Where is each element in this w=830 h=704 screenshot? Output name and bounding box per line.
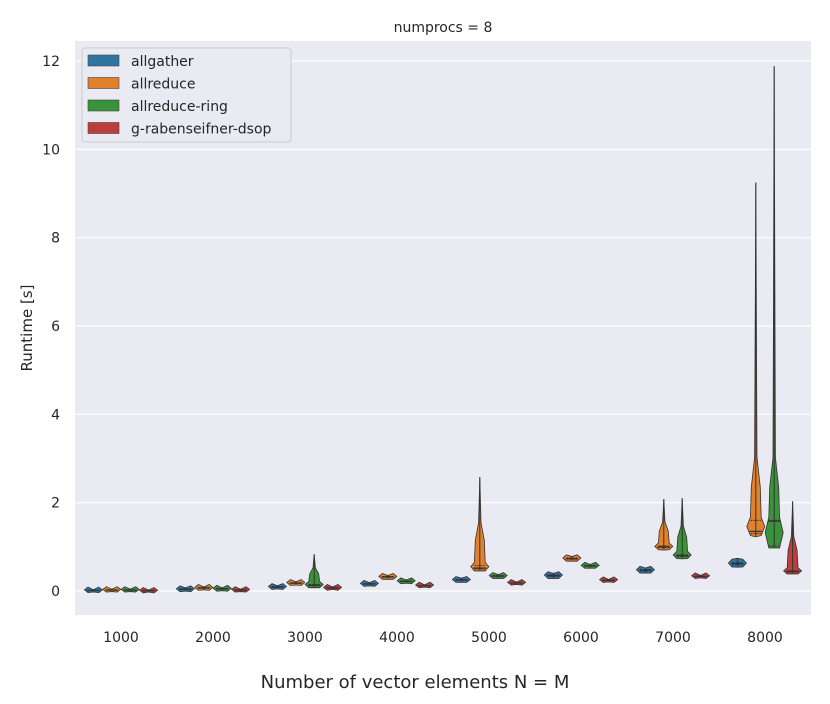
legend-label: allgather: [131, 54, 194, 70]
x-tick-label: 8000: [747, 630, 783, 646]
violin: [506, 579, 527, 586]
violin: [212, 584, 232, 592]
y-axis-label: Runtime [s]: [18, 285, 36, 372]
x-tick-label: 6000: [563, 630, 599, 646]
violin: [580, 561, 600, 569]
violin: [654, 499, 674, 551]
violin: [562, 554, 582, 562]
violin: [470, 477, 490, 572]
legend-label: allreduce-ring: [131, 99, 228, 115]
legend-swatch: [87, 122, 120, 134]
violin: [359, 580, 380, 587]
violin: [727, 557, 747, 568]
violin: [102, 586, 122, 593]
y-tick-label: 12: [42, 54, 60, 70]
tick-labels: 0 2 4 6 8 10 12 1000 2000 3000 4000 5000 6000 7000 800…: [42, 54, 783, 646]
violin: [782, 501, 803, 575]
violin: [598, 576, 619, 583]
legend-label: g-rabenseifner-dsop: [131, 122, 272, 138]
violin: [451, 576, 472, 583]
legend-box: [81, 47, 292, 143]
grid-lines: [75, 60, 811, 592]
violin: [690, 572, 711, 579]
violin: [635, 565, 655, 574]
x-tick-label: 1000: [103, 630, 139, 646]
violin: [304, 554, 324, 589]
violin: [322, 583, 343, 591]
x-tick-label: 5000: [471, 630, 507, 646]
violins: [83, 66, 803, 594]
violin: [543, 571, 563, 579]
violin: [230, 586, 251, 593]
violin: [194, 583, 214, 591]
violin: [83, 586, 104, 593]
legend-swatch: [87, 99, 120, 112]
y-tick-label: 4: [51, 407, 60, 423]
violin: [396, 577, 416, 585]
violin: [672, 498, 692, 560]
legend-label: allreduce: [131, 77, 196, 93]
x-axis-label: Number of vector elements N = M: [261, 672, 570, 693]
legend-swatch: [87, 54, 120, 67]
violin: [764, 66, 784, 549]
x-tick-label: 2000: [195, 630, 231, 646]
y-tick-label: 2: [51, 496, 60, 512]
x-tick-label: 3000: [287, 630, 323, 646]
chart-title: numprocs = 8: [394, 20, 493, 36]
violin: [175, 585, 196, 593]
violin: [378, 572, 398, 580]
x-tick-label: 7000: [655, 630, 691, 646]
y-tick-label: 10: [42, 142, 60, 158]
violin: [488, 572, 508, 579]
x-tick-label: 4000: [379, 630, 415, 646]
violin: [267, 583, 288, 590]
y-tick-label: 6: [51, 319, 60, 335]
violin: [120, 586, 140, 593]
violin: [138, 587, 159, 594]
legend-swatch: [87, 77, 120, 89]
y-tick-label: 8: [51, 231, 60, 247]
legend: allgather allreduce allreduce-ring g-rabens…: [81, 47, 292, 143]
violin: [286, 579, 306, 586]
violin: [414, 581, 435, 589]
y-tick-label: 0: [51, 584, 60, 600]
